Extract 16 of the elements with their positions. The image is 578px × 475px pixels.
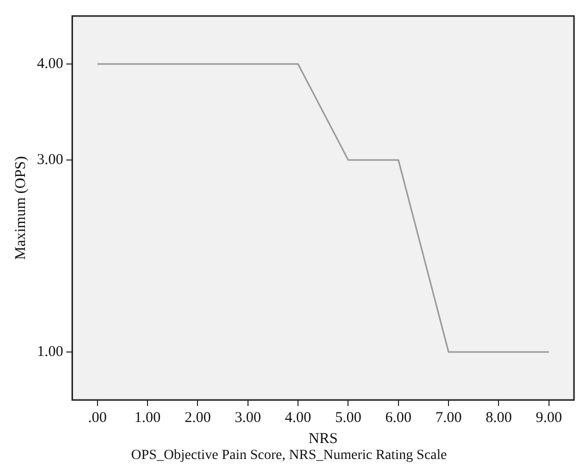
x-tick-label: 3.00 [234, 410, 261, 426]
y-tick-label: 4.00 [37, 56, 64, 72]
x-tick-label: 8.00 [486, 410, 512, 426]
y-axis-title: Maximum (OPS) [12, 156, 29, 260]
x-tick-label: 7.00 [435, 410, 462, 426]
x-tick-label: 4.00 [284, 410, 312, 426]
x-tick-label: 5.00 [335, 410, 362, 426]
y-tick-label: 3.00 [37, 152, 64, 168]
x-tick-label: 6.00 [385, 410, 412, 426]
x-tick-label: 1.00 [134, 410, 161, 426]
x-tick-label: 9.00 [536, 410, 562, 426]
text: OPS_Objective Pain Score, NRS_Numeric Rating Scale [130, 448, 448, 464]
x-axis-title: NRS [308, 430, 338, 447]
x-tick-label: 2.00 [184, 410, 211, 426]
y-tick-label: 1.00 [37, 344, 64, 360]
x-tick-label: .00 [88, 410, 107, 426]
